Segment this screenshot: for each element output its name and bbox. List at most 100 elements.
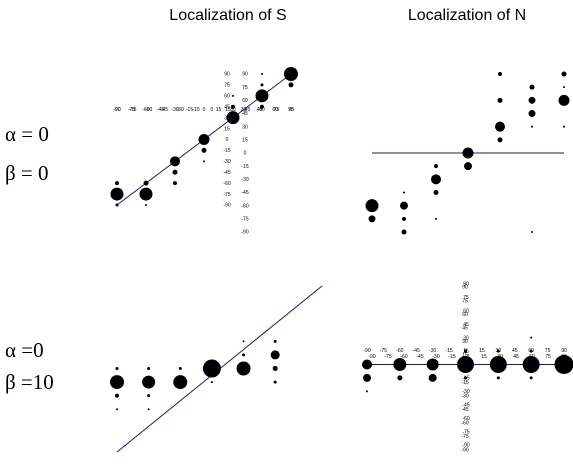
x-tick-label: -75 [384, 354, 391, 360]
data-point [403, 191, 405, 194]
y-tick-label: -60 [223, 181, 230, 187]
y-tick-label: 90 [463, 282, 469, 288]
y-tick-label: 60 [224, 94, 230, 100]
row1-alpha-label: α = 0 [5, 122, 49, 146]
data-point [554, 355, 573, 374]
y-tick-label: 15 [462, 353, 468, 359]
x-tick-label: 90 [561, 348, 567, 354]
y-tick-label: 0 [244, 151, 247, 157]
y-tick-label: 45 [242, 111, 248, 117]
x-tick-label: 75 [545, 348, 551, 354]
data-point [522, 356, 540, 373]
data-point [529, 84, 535, 90]
x-tick-label: 15 [481, 354, 487, 360]
data-point [173, 181, 177, 186]
data-point [431, 174, 441, 185]
x-tick-label: -15 [445, 348, 452, 354]
x-tick-label: -30 [432, 354, 439, 360]
x-tick-label: 90 [288, 107, 294, 113]
data-point [147, 408, 150, 411]
data-point [489, 356, 507, 373]
x-tick-label: 30 [241, 107, 247, 113]
x-tick-label: 75 [288, 107, 294, 113]
data-point [434, 164, 438, 169]
data-point [393, 358, 407, 371]
data-point [531, 231, 533, 233]
y-tick-label: 75 [242, 85, 248, 91]
data-point [110, 187, 124, 201]
data-point [270, 350, 280, 360]
data-point [433, 190, 439, 195]
data-point [147, 394, 151, 398]
data-point [362, 359, 372, 370]
data-point [563, 125, 565, 128]
column-title-s: Localization of S [169, 7, 286, 24]
data-point [288, 82, 294, 88]
data-point [497, 97, 503, 103]
data-point [497, 137, 503, 143]
y-tick-label: -75 [241, 217, 248, 223]
y-tick-label: 45 [463, 322, 469, 328]
data-point [426, 358, 439, 371]
y-tick-label: 90 [242, 72, 248, 78]
data-point [139, 187, 153, 201]
data-point [563, 86, 565, 89]
x-tick-label: -15 [192, 107, 199, 113]
y-tick-label: -45 [241, 190, 248, 196]
data-point [201, 147, 207, 153]
data-point [210, 381, 213, 384]
x-tick-label: 45 [512, 348, 518, 354]
data-point [203, 160, 205, 163]
x-tick-label: 45 [245, 107, 251, 113]
x-tick-label: -15 [186, 107, 193, 113]
scatter-panel-3: 9075604530150-15-30-45-60-75-90-90-75-60… [110, 107, 469, 454]
data-point [365, 199, 379, 213]
data-point [226, 111, 240, 125]
data-point [231, 104, 235, 109]
data-point [529, 349, 533, 353]
data-point [172, 169, 178, 175]
y-tick-label: -30 [461, 393, 468, 399]
x-tick-label: -15 [448, 354, 455, 360]
x-tick-label: 15 [225, 107, 231, 113]
data-point [495, 121, 505, 132]
x-tick-label: -90 [113, 107, 120, 113]
y-tick-label: 30 [462, 339, 468, 345]
data-point [115, 393, 119, 398]
data-point [496, 349, 500, 353]
x-tick-label: -90 [368, 354, 375, 360]
y-tick-label: 45 [224, 104, 230, 110]
data-point [402, 216, 406, 221]
y-tick-label: -45 [223, 170, 230, 176]
data-point [255, 89, 269, 103]
x-tick-label: -90 [363, 348, 370, 354]
data-point [498, 72, 502, 76]
x-tick-label: -45 [413, 348, 420, 354]
data-point [558, 94, 570, 106]
row1-beta-label: β = 0 [5, 161, 49, 185]
y-tick-label: -15 [241, 164, 248, 170]
data-point [242, 353, 246, 357]
data-point [464, 162, 472, 171]
data-point [273, 339, 277, 343]
data-point [260, 104, 264, 109]
data-point [400, 201, 408, 210]
data-point [428, 373, 437, 382]
data-point [401, 229, 407, 235]
y-tick-label: -45 [461, 407, 468, 413]
data-point [145, 204, 147, 206]
data-point [528, 96, 536, 104]
row2-alpha-label: α =0 [5, 338, 44, 362]
x-tick-label: -45 [161, 107, 168, 113]
y-tick-label: -30 [241, 177, 248, 183]
data-point [173, 375, 188, 390]
y-tick-label: -75 [223, 192, 230, 198]
y-tick-label: 75 [224, 83, 230, 89]
data-point [496, 376, 500, 380]
x-tick-label: -60 [145, 107, 152, 113]
x-tick-label: -60 [400, 354, 407, 360]
column-title-n: Localization of N [408, 7, 526, 24]
x-tick-label: -45 [157, 107, 164, 113]
data-point [530, 336, 533, 339]
